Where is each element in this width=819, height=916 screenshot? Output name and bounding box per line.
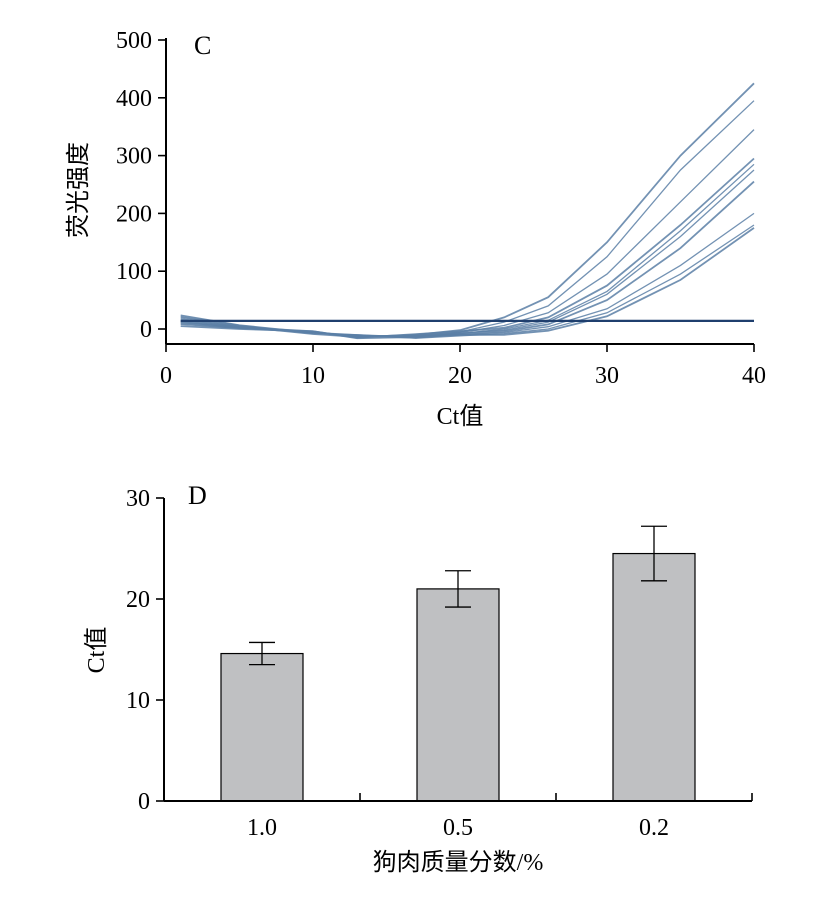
y-tick-label: 0 [140, 317, 152, 343]
amplification-curve [180, 129, 755, 338]
bar [612, 552, 696, 802]
amplification-curve [180, 227, 755, 340]
x-tick-label: 0.5 [443, 815, 473, 841]
bar [416, 588, 500, 802]
x-tick-label: 40 [742, 363, 766, 389]
amplification-curve [180, 100, 755, 337]
panel-label-d: D [188, 481, 207, 510]
y-tick-label: 200 [116, 201, 152, 227]
x-tick-label: 0 [160, 363, 172, 389]
y-tick-label: 500 [116, 28, 152, 54]
amplification-curve [180, 180, 755, 339]
bars [220, 525, 696, 802]
y-tick-label: 100 [116, 259, 152, 285]
x-tick-label: 30 [595, 363, 619, 389]
chart-d-x-axis-title: 狗肉质量分数/% [373, 849, 544, 876]
chart-d-y-axis-title: Ct值 [83, 627, 110, 674]
x-tick-label: 1.0 [247, 815, 277, 841]
chart-c-axes: 0 100 200 300 400 500 0 10 20 30 40 [116, 28, 766, 389]
bar [220, 652, 304, 802]
ct-bar-chart: 0 10 20 30 1.0 0.5 0.2 D 狗肉质量分数/% Ct值 [83, 481, 753, 876]
y-tick-label: 400 [116, 86, 152, 112]
y-tick-label: 30 [126, 486, 150, 512]
x-tick-label: 20 [448, 363, 472, 389]
x-tick-label: 0.2 [639, 815, 669, 841]
y-tick-label: 300 [116, 144, 152, 170]
panel-label-c: C [194, 31, 211, 60]
amplification-curve [180, 163, 755, 338]
chart-c-x-axis-title: Ct值 [437, 403, 484, 430]
amplification-curve [180, 169, 755, 338]
y-tick-label: 0 [138, 789, 150, 815]
chart-d-axes: 0 10 20 30 1.0 0.5 0.2 [126, 486, 753, 841]
amplification-curve [180, 82, 755, 339]
x-tick-label: 10 [301, 363, 325, 389]
amplification-curve [180, 212, 755, 338]
y-tick-label: 10 [126, 688, 150, 714]
amplification-curve-chart: 0 100 200 300 400 500 0 10 20 30 40 C Ct值 荧光强度 [65, 28, 766, 430]
y-tick-label: 20 [126, 587, 150, 613]
chart-c-y-axis-title: 荧光强度 [65, 142, 92, 238]
amplification-curves [180, 82, 755, 340]
